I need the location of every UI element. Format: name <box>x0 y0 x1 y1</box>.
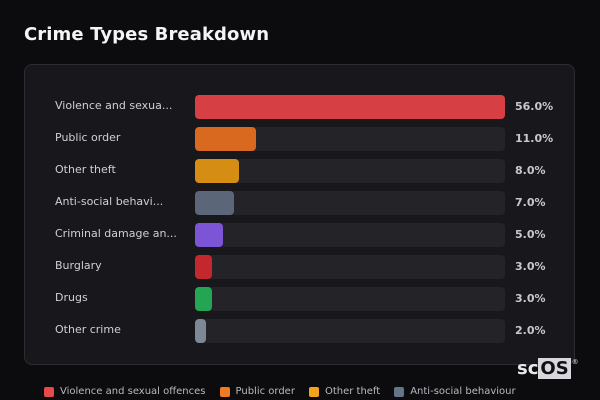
bar-value: 3.0% <box>515 260 546 273</box>
registered-mark-icon: ® <box>571 358 579 366</box>
legend-swatch-icon <box>308 386 319 397</box>
bar-track <box>195 287 505 311</box>
bar-fill[interactable] <box>195 319 207 343</box>
bar-value: 7.0% <box>515 196 546 209</box>
bar-label: Other theft <box>55 163 116 176</box>
watermark-boxed: OS <box>538 358 571 379</box>
legend-item[interactable]: Public order <box>219 386 295 397</box>
bar-track <box>195 127 505 151</box>
chart-legend: Violence and sexual offences Public order… <box>44 386 516 397</box>
bar-label: Drugs <box>55 291 88 304</box>
bar-label: Violence and sexua... <box>55 99 173 112</box>
bar-track <box>195 319 505 343</box>
legend-swatch-icon <box>394 386 405 397</box>
bar-fill[interactable] <box>195 287 212 311</box>
legend-swatch-icon <box>44 386 54 397</box>
bar-row: Drugs 3.0% <box>25 287 574 311</box>
bar-track <box>195 95 505 119</box>
bar-row: Other crime 2.0% <box>25 319 574 343</box>
legend-label: Other theft <box>324 386 381 397</box>
bar-fill[interactable] <box>195 191 234 215</box>
legend-item[interactable]: Anti-social behaviour <box>394 386 516 397</box>
legend-label: Violence and sexual offences <box>60 386 206 397</box>
bar-fill[interactable] <box>195 95 505 119</box>
bar-row: Public order 11.0% <box>25 127 574 151</box>
bar-value: 2.0% <box>515 324 546 337</box>
bar-value: 56.0% <box>515 100 554 113</box>
bar-track <box>195 223 505 247</box>
chart-panel: Violence and sexua... 56.0% Public order 11… <box>24 64 575 365</box>
bar-value: 5.0% <box>515 228 546 241</box>
bar-row: Burglary 3.0% <box>25 255 574 279</box>
chart-title: Crime Types Breakdown <box>24 24 270 45</box>
bar-label: Burglary <box>55 259 102 272</box>
legend-item[interactable]: Violence and sexual offences <box>44 386 206 397</box>
bar-row: Criminal damage an... 5.0% <box>25 223 574 247</box>
bar-track <box>195 255 505 279</box>
bar-value: 3.0% <box>515 292 546 305</box>
bar-track <box>195 191 505 215</box>
legend-item[interactable]: Other theft <box>308 386 381 397</box>
bar-label: Public order <box>55 131 121 144</box>
bar-track <box>195 159 505 183</box>
legend-label: Anti-social behaviour <box>410 386 516 397</box>
bar-label: Anti-social behavi... <box>55 195 164 208</box>
watermark-prefix: sc <box>517 358 539 379</box>
bar-fill[interactable] <box>195 223 223 247</box>
bar-row: Other theft 8.0% <box>25 159 574 183</box>
bar-label: Criminal damage an... <box>55 227 177 240</box>
bar-row: Anti-social behavi... 7.0% <box>25 191 574 215</box>
bar-value: 8.0% <box>515 164 546 177</box>
bar-fill[interactable] <box>195 159 240 183</box>
bar-value: 11.0% <box>515 132 554 145</box>
bar-label: Other crime <box>55 323 121 336</box>
bar-fill[interactable] <box>195 127 256 151</box>
bar-fill[interactable] <box>195 255 212 279</box>
legend-swatch-icon <box>219 386 230 397</box>
legend-label: Public order <box>235 386 295 397</box>
scos-watermark-logo: sc OS ® <box>517 358 579 379</box>
bar-row: Violence and sexua... 56.0% <box>25 95 574 119</box>
